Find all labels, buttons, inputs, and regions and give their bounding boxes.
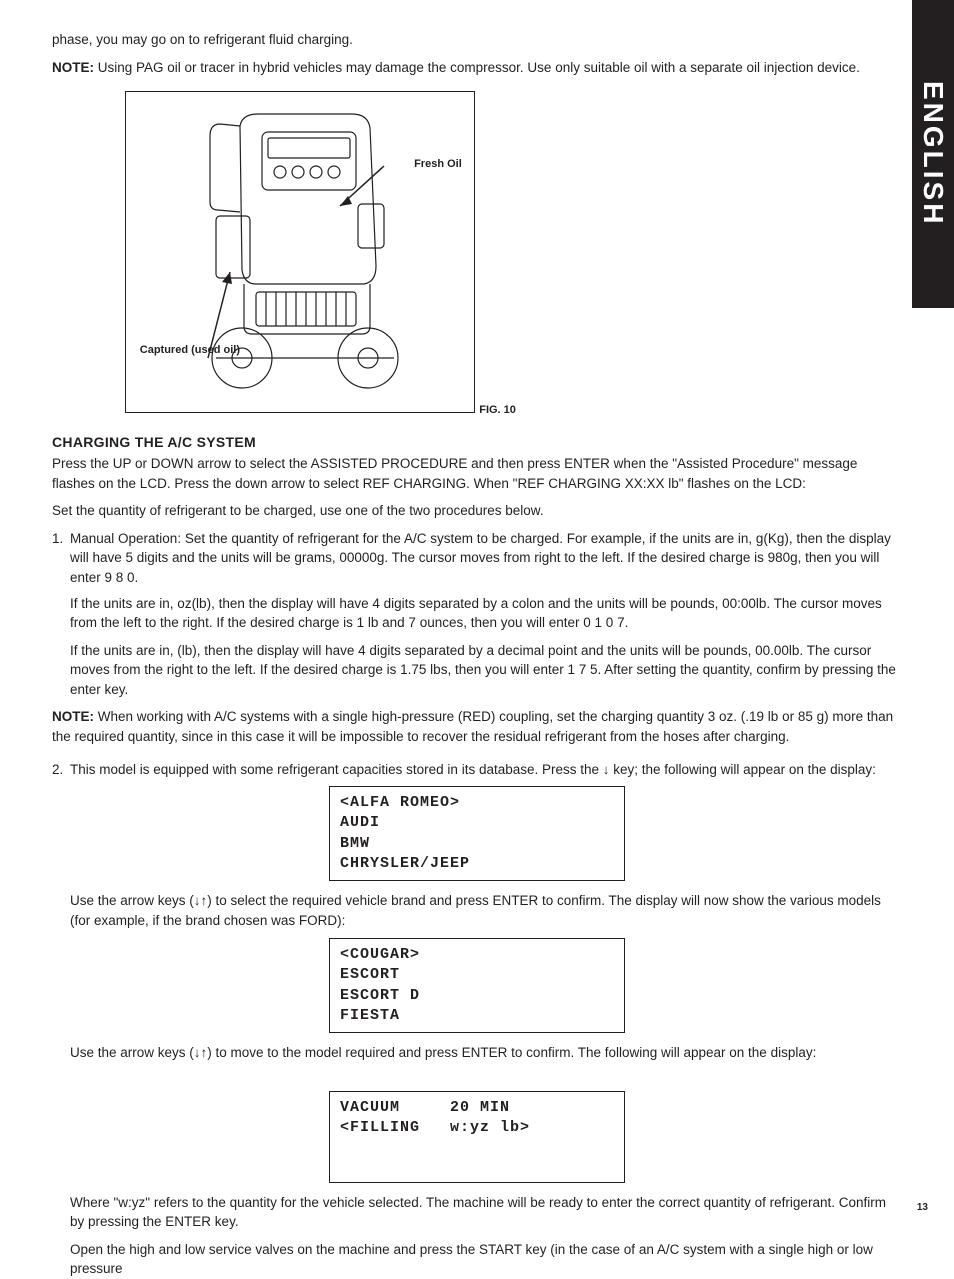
item-2-text: This model is equipped with some refrige… bbox=[70, 760, 902, 780]
note-1: NOTE: Using PAG oil or tracer in hybrid … bbox=[52, 58, 902, 78]
paragraph-5: Where "w:yz" refers to the quantity for … bbox=[52, 1193, 902, 1232]
lcd-display-2: <COUGAR> ESCORT ESCORT D FIESTA bbox=[329, 938, 625, 1033]
page-number: 13 bbox=[917, 1202, 928, 1213]
captured-oil-label: Captured (used oil) bbox=[140, 344, 240, 356]
language-tab: ENGLISH bbox=[912, 0, 954, 308]
list-item-2: 2. This model is equipped with some refr… bbox=[52, 760, 902, 780]
item-1-number: 1. bbox=[52, 529, 70, 588]
note-2-text: When working with A/C systems with a sin… bbox=[52, 709, 893, 744]
paragraph-1: Press the UP or DOWN arrow to select the… bbox=[52, 454, 902, 493]
figure-box: Fresh Oil Captured (used oil) bbox=[125, 91, 475, 413]
paragraph-6: Open the high and low service valves on … bbox=[52, 1240, 902, 1279]
language-tab-label: ENGLISH bbox=[917, 81, 949, 226]
section-heading: CHARGING THE A/C SYSTEM bbox=[52, 434, 902, 450]
item-1c-text: If the units are in, (lb), then the disp… bbox=[52, 641, 902, 700]
figure-caption: FIG. 10 bbox=[479, 404, 829, 416]
note-2-label: NOTE: bbox=[52, 709, 94, 724]
fresh-oil-label: Fresh Oil bbox=[414, 158, 462, 170]
lcd-display-3-wrap: VACUUM 20 MIN <FILLING w:yz lb> bbox=[52, 1091, 902, 1183]
lcd-display-3: VACUUM 20 MIN <FILLING w:yz lb> bbox=[329, 1091, 625, 1183]
paragraph-2: Set the quantity of refrigerant to be ch… bbox=[52, 501, 902, 521]
item-1b-text: If the units are in, oz(lb), then the di… bbox=[52, 594, 902, 633]
note-1-label: NOTE: bbox=[52, 60, 94, 75]
lcd-display-1-wrap: <ALFA ROMEO> AUDI BMW CHRYSLER/JEEP bbox=[52, 786, 902, 881]
figure-10: Fresh Oil Captured (used oil) FIG. 10 bbox=[52, 91, 902, 418]
list-item-1: 1. Manual Operation: Set the quantity of… bbox=[52, 529, 902, 588]
paragraph-4: Use the arrow keys (↓↑) to move to the m… bbox=[52, 1043, 902, 1063]
note-1-text: Using PAG oil or tracer in hybrid vehicl… bbox=[94, 60, 860, 75]
note-2: NOTE: When working with A/C systems with… bbox=[52, 707, 902, 746]
item-1a-text: Manual Operation: Set the quantity of re… bbox=[70, 529, 902, 588]
lcd-display-2-wrap: <COUGAR> ESCORT ESCORT D FIESTA bbox=[52, 938, 902, 1033]
paragraph-3: Use the arrow keys (↓↑) to select the re… bbox=[52, 891, 902, 930]
lcd-display-1: <ALFA ROMEO> AUDI BMW CHRYSLER/JEEP bbox=[329, 786, 625, 881]
item-2-number: 2. bbox=[52, 760, 70, 780]
intro-text: phase, you may go on to refrigerant flui… bbox=[52, 30, 902, 50]
